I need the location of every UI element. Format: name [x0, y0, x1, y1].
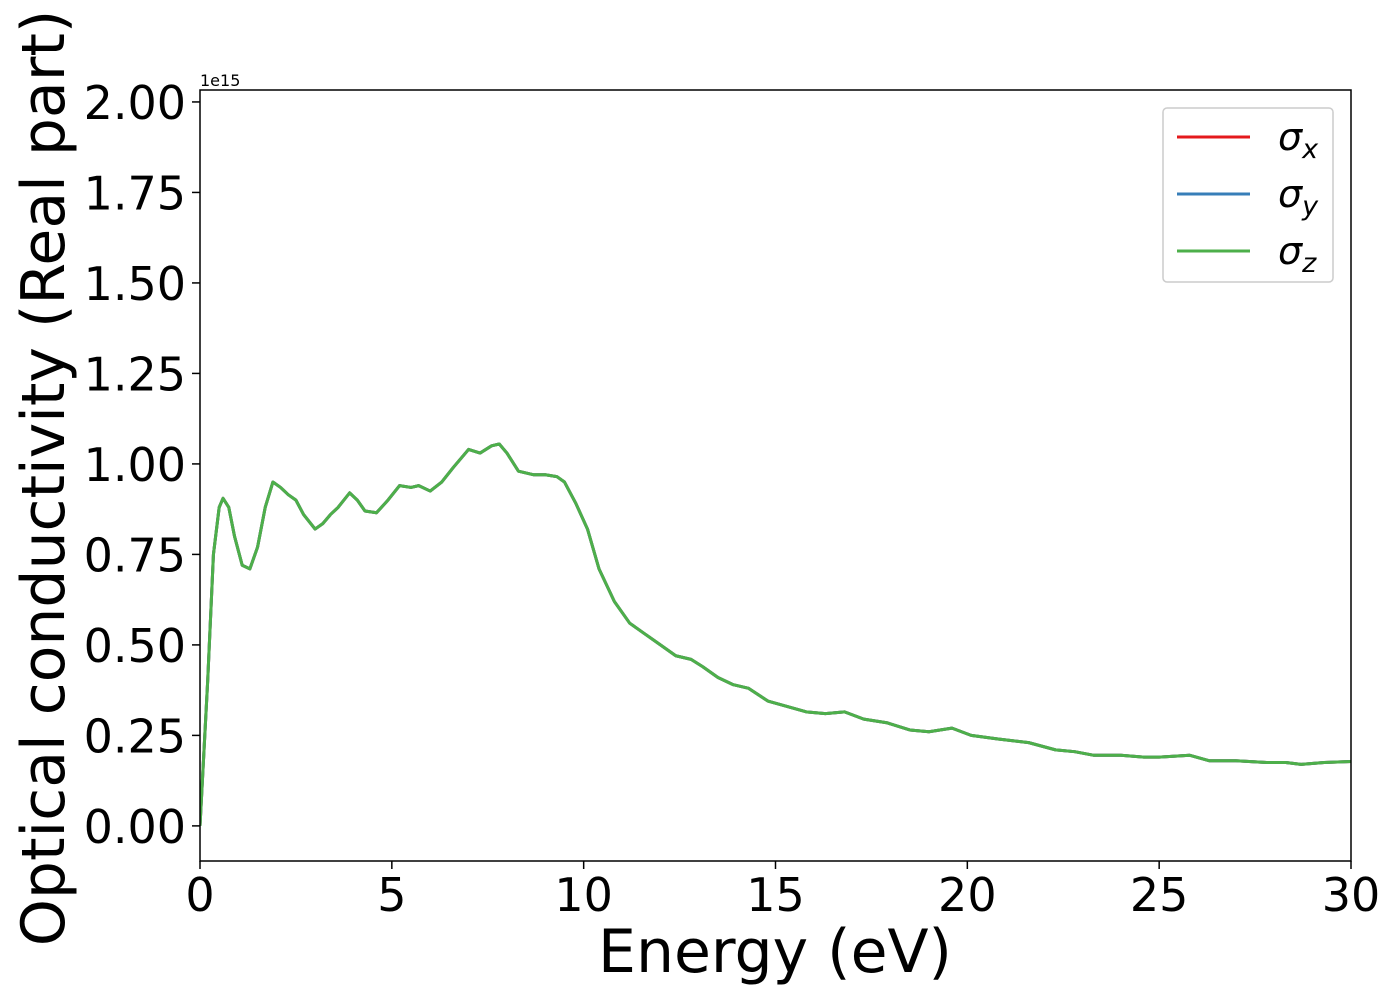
y-tick-label: 1.75: [84, 166, 186, 220]
x-tick-label: 10: [554, 868, 613, 922]
y-tick-label: 0.25: [84, 709, 186, 763]
y-tick-label: 0.50: [84, 619, 186, 673]
y-offset-label: 1e15: [200, 71, 240, 90]
legend-label: σx: [1278, 115, 1319, 165]
x-tick-label: 30: [1322, 868, 1381, 922]
legend-label: σy: [1278, 172, 1319, 222]
y-axis-label: Optical conductivity (Real part): [9, 10, 79, 947]
y-tick-label: 2.00: [84, 76, 186, 130]
x-tick-label: 20: [938, 868, 997, 922]
x-tick-label: 25: [1130, 868, 1189, 922]
legend-label: σz: [1278, 229, 1317, 279]
y-tick-label: 1.50: [84, 257, 186, 311]
x-axis-label: Energy (eV): [598, 917, 952, 987]
y-tick-label: 1.00: [84, 438, 186, 492]
y-tick-label: 1.25: [84, 347, 186, 401]
y-tick-label: 0.00: [84, 800, 186, 854]
y-tick-label: 0.75: [84, 528, 186, 582]
series-line: [200, 442, 1351, 826]
x-tick-label: 0: [185, 868, 214, 922]
x-tick-label: 15: [746, 868, 805, 922]
x-tick-label: 5: [377, 868, 406, 922]
plot-frame: [199, 89, 1352, 862]
